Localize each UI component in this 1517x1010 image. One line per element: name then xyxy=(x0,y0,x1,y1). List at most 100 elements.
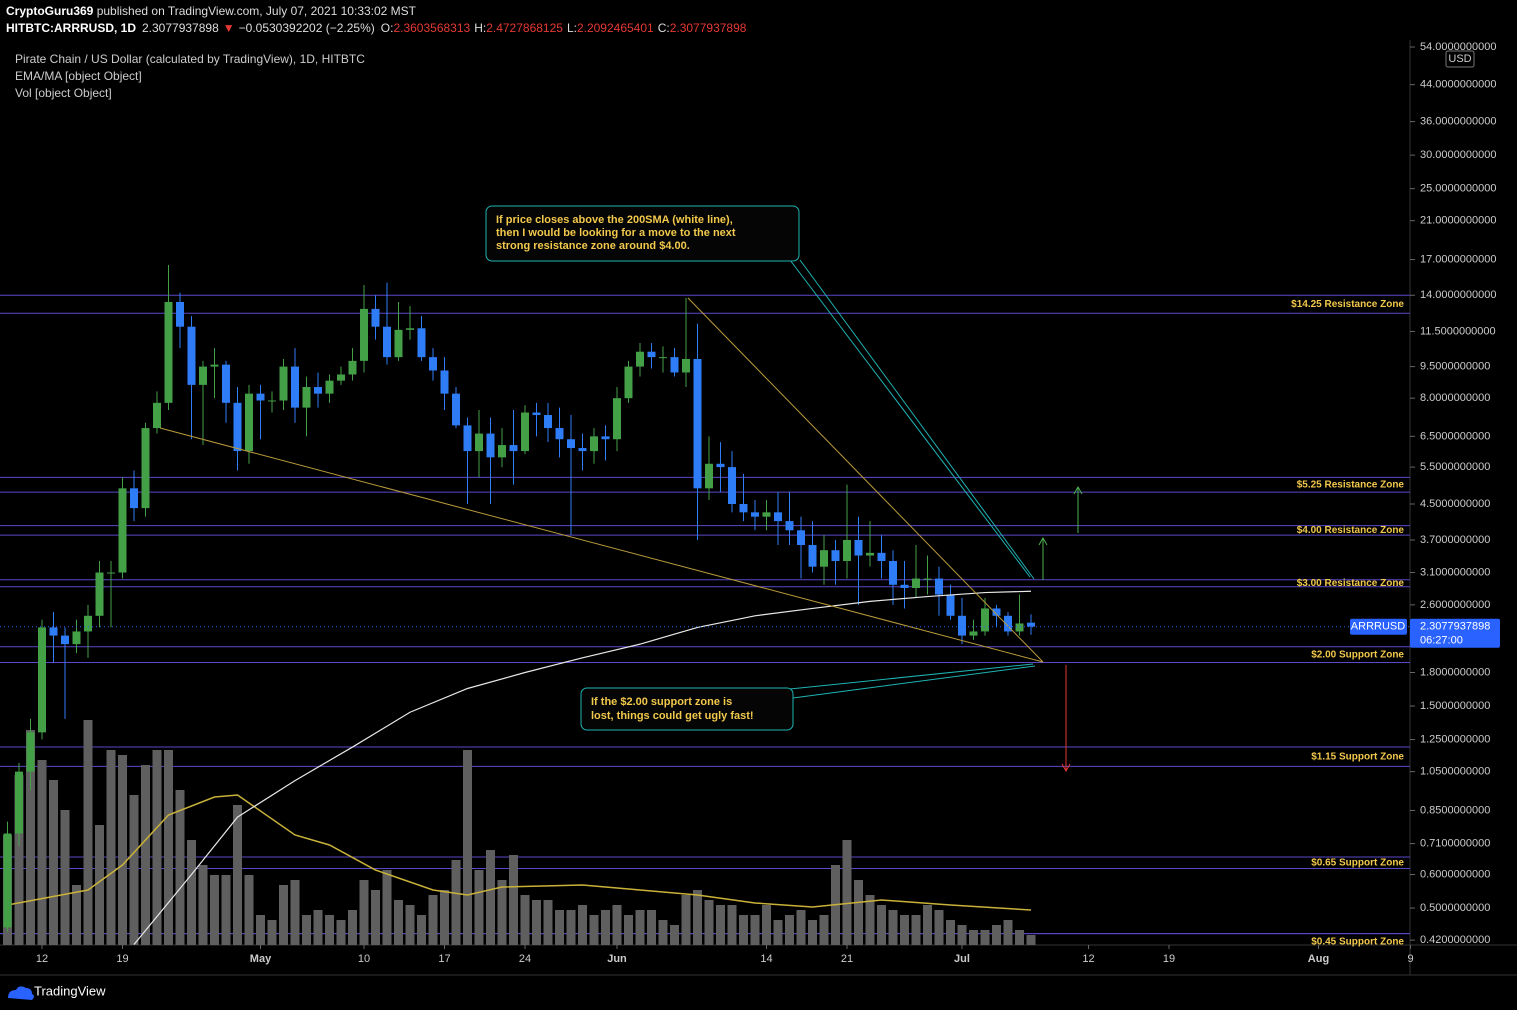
candle-body xyxy=(417,328,426,358)
volume-bar xyxy=(877,905,886,945)
candle-body xyxy=(256,393,265,401)
volume-bar xyxy=(451,860,461,945)
volume-bar xyxy=(819,915,829,945)
volume-bar xyxy=(762,905,771,945)
callout-box xyxy=(485,205,800,262)
candle-body xyxy=(785,521,794,531)
candle-body xyxy=(509,445,518,452)
volume-bar xyxy=(336,920,346,945)
volume-bar xyxy=(555,910,564,945)
volume-bar xyxy=(601,910,610,945)
volume-bar xyxy=(980,930,990,945)
y-tick-label: 17.0000000000 xyxy=(1420,253,1496,265)
symbol-label: ARRRUSD xyxy=(1351,621,1405,633)
candle-body xyxy=(475,433,483,452)
volume-bar xyxy=(210,875,219,945)
candle-body xyxy=(279,366,288,401)
y-tick-label: 0.7100000000 xyxy=(1420,837,1490,849)
published: published on TradingView.com, July 07, 2… xyxy=(93,4,416,18)
x-tick-label: 17 xyxy=(438,953,450,965)
volume-bar xyxy=(566,910,576,945)
volume-bar xyxy=(543,900,553,945)
candle-body xyxy=(762,512,771,517)
candle-body xyxy=(118,488,127,573)
volume-bar xyxy=(957,925,967,945)
candle-body xyxy=(199,366,207,385)
candle-body xyxy=(233,402,242,452)
legend-title: Pirate Chain / US Dollar (calculated by … xyxy=(15,52,365,66)
volume-bar xyxy=(233,805,242,945)
close: 2.3077937898 xyxy=(670,21,747,35)
candle-body xyxy=(831,550,840,562)
change: −0.0530392202 (−2.25%) xyxy=(239,21,375,35)
open-label: O: xyxy=(381,21,394,35)
volume-bar xyxy=(842,840,852,945)
low: 2.2092465401 xyxy=(577,21,654,35)
volume-bar xyxy=(14,775,24,945)
volume-bar xyxy=(244,875,254,945)
y-tick-label: 3.1000000000 xyxy=(1420,566,1490,578)
y-tick-label: 54.0000000000 xyxy=(1420,41,1496,53)
volume-bar xyxy=(83,720,93,945)
candle-body xyxy=(636,351,644,367)
header-line: CryptoGuru369 published on TradingView.c… xyxy=(6,4,417,18)
currency: USD xyxy=(1448,53,1471,65)
x-tick-label: 14 xyxy=(760,953,772,965)
x-tick-label: 10 xyxy=(358,953,370,965)
volume-bar xyxy=(681,895,691,945)
volume-bar xyxy=(497,880,507,945)
candle-body xyxy=(187,326,196,385)
candle-body xyxy=(521,412,529,452)
candle-body xyxy=(406,328,414,330)
y-tick-label: 0.6000000000 xyxy=(1420,868,1490,880)
volume-bar xyxy=(428,895,438,945)
candle-body xyxy=(440,370,449,394)
high: 2.4727868125 xyxy=(486,21,563,35)
volume-bar xyxy=(716,905,725,945)
volume-bar xyxy=(727,905,737,945)
y-tick-label: 1.2500000000 xyxy=(1420,733,1490,745)
y-tick-label: 36.0000000000 xyxy=(1420,115,1496,127)
candle-body xyxy=(130,488,138,509)
candle-body xyxy=(682,358,690,373)
volume-bar xyxy=(750,915,760,945)
volume-bar xyxy=(371,890,380,945)
candle-body xyxy=(325,380,334,394)
y-tick-label: 44.0000000000 xyxy=(1420,79,1496,91)
candle-body xyxy=(337,374,345,381)
volume-bar xyxy=(417,915,426,945)
up-arrow xyxy=(1038,536,1048,580)
wedge-top xyxy=(687,297,1044,663)
volume-bar xyxy=(612,905,622,945)
down-arrow xyxy=(1061,665,1071,773)
candle-body xyxy=(797,530,805,546)
candle-body xyxy=(578,448,587,452)
tv-logo xyxy=(8,986,34,1000)
candle-body xyxy=(739,503,748,513)
candle-body xyxy=(245,393,253,452)
y-tick-label: 1.5000000000 xyxy=(1420,700,1490,712)
volume-bar xyxy=(624,915,633,945)
callout-text: strong resistance zone around $4.00. xyxy=(496,240,690,252)
volume-bar xyxy=(348,910,357,945)
volume-bar xyxy=(394,900,403,945)
zone-label: $4.00 Resistance Zone xyxy=(1297,525,1405,536)
y-tick-label: 4.5000000000 xyxy=(1420,498,1490,510)
volume-bar xyxy=(175,790,185,945)
candle-body xyxy=(912,578,920,588)
callout-pointer xyxy=(789,259,1031,578)
candle-body xyxy=(567,439,575,449)
volume-bar xyxy=(187,840,196,945)
volume-bar xyxy=(440,890,449,945)
candle-body xyxy=(26,732,35,772)
volume-bar xyxy=(520,895,530,945)
y-tick-label: 0.8500000000 xyxy=(1420,804,1490,816)
volume-bar xyxy=(854,880,863,945)
volume-bar xyxy=(60,810,70,945)
callout-box xyxy=(580,687,794,731)
candle-body xyxy=(153,402,161,429)
y-tick-label: 0.4200000000 xyxy=(1420,934,1490,946)
x-tick-label: 21 xyxy=(841,953,853,965)
x-tick-label: 19 xyxy=(116,953,128,965)
x-tick-label: Jun xyxy=(607,953,627,965)
